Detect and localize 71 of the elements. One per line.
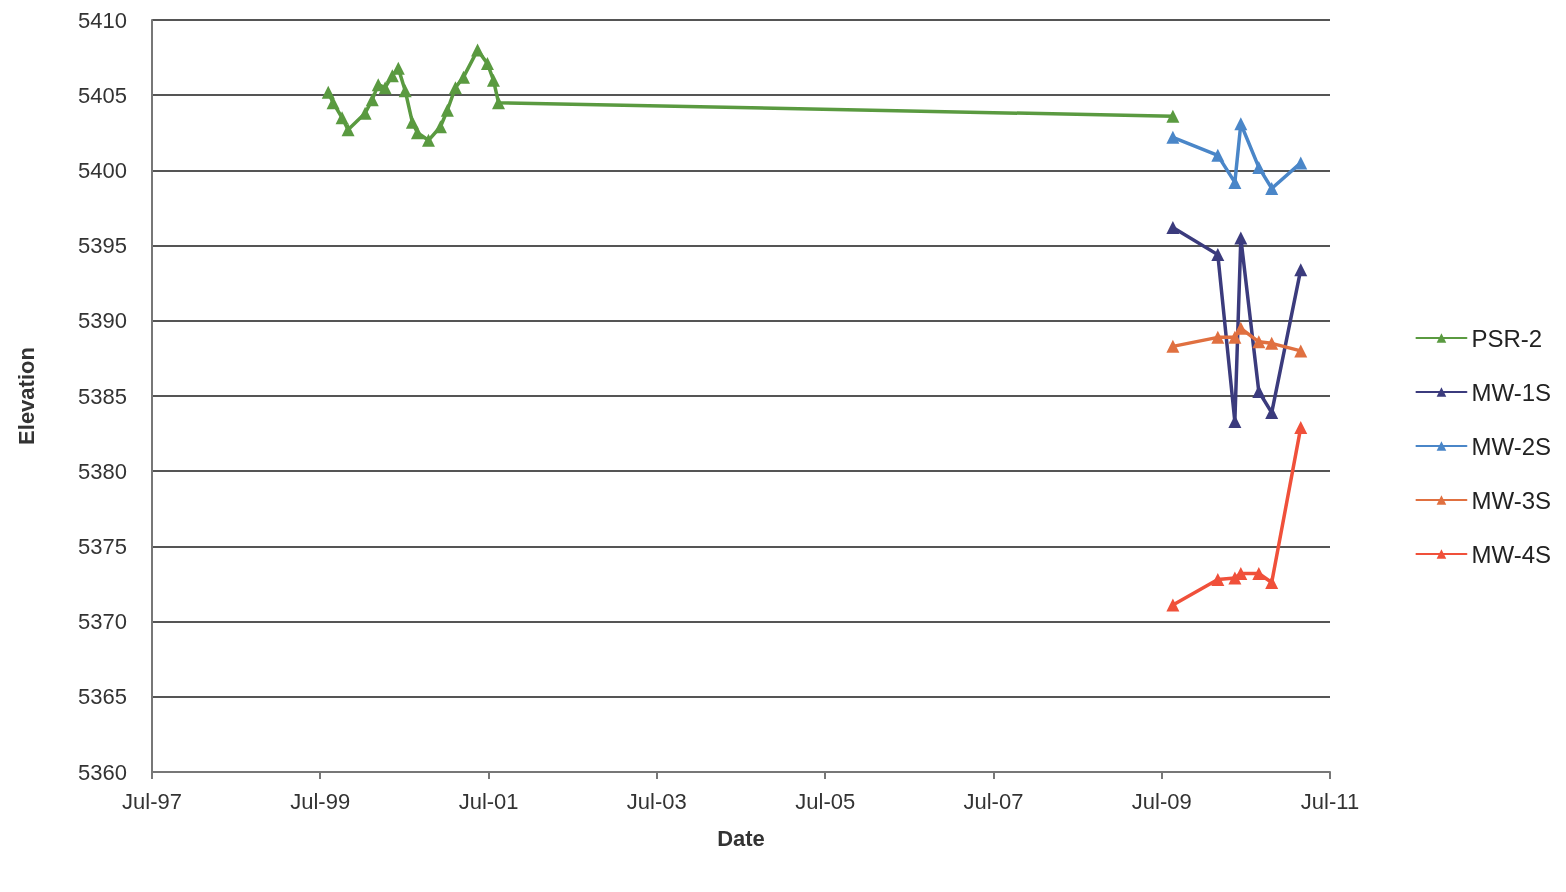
point [433,120,447,134]
point [486,73,500,87]
y-tick-label: 5375 [78,533,127,559]
point [456,70,470,84]
x-tick-label: Jul-03 [626,788,687,814]
point [1166,109,1180,123]
point [1294,263,1308,277]
point [1166,339,1180,353]
point [1211,330,1225,344]
x-tick-label: Jul-99 [290,788,351,814]
point [1294,344,1308,358]
point [1252,566,1266,580]
point [1265,406,1279,420]
point [1265,576,1279,589]
point [391,61,405,75]
point [326,96,340,110]
y-tick-label: 5410 [78,7,127,33]
x-tick-label: Jul-01 [458,788,519,814]
point [358,106,372,120]
legend-label: MW-3S [1471,486,1551,514]
y-tick-label: 5385 [78,383,127,409]
y-axis-title: Elevation [13,347,39,445]
x-tick-label: Jul-97 [122,788,182,814]
point [1211,148,1225,162]
point [1228,330,1242,344]
y-tick-label: 5370 [78,609,127,635]
y-tick-label: 5365 [78,684,127,710]
point [405,115,419,129]
point [335,111,349,125]
point [1166,130,1180,144]
x-tick-label: Jul-11 [1300,788,1360,814]
point [410,126,424,140]
point [1294,421,1308,435]
x-tick-label: Jul-09 [1131,788,1192,814]
y-tick-label: 5380 [78,458,127,484]
point [1166,598,1180,612]
point [398,84,412,98]
legend-label: MW-1S [1471,378,1551,406]
point [1166,221,1180,235]
point [421,133,435,147]
point [440,103,454,117]
point [471,43,485,57]
point [1234,231,1248,245]
point [321,85,335,99]
point [480,57,494,71]
point [1252,160,1266,174]
point [341,123,355,137]
x-axis-title: Date [717,825,765,851]
point [1211,572,1225,586]
y-tick-label: 5395 [78,233,127,259]
point [1211,248,1225,262]
legend-label: PSR-2 [1471,324,1543,352]
x-tick-label: Jul-05 [795,788,856,814]
point [492,96,506,110]
point [1252,335,1266,349]
point [448,81,462,95]
point [1234,321,1248,335]
point [1265,181,1279,195]
point [1228,415,1242,429]
y-tick-label: 5405 [78,82,127,108]
legend-label: MW-2S [1471,432,1551,460]
point [378,81,392,95]
point [1234,117,1248,131]
point [365,93,379,107]
y-tick-label: 5360 [78,759,127,785]
legend-label: MW-4S [1471,540,1551,568]
point [1294,156,1308,170]
y-tick-label: 5400 [78,157,127,183]
point [1265,336,1279,350]
x-tick-label: Jul-07 [963,788,1024,814]
y-tick-label: 5390 [78,308,127,334]
